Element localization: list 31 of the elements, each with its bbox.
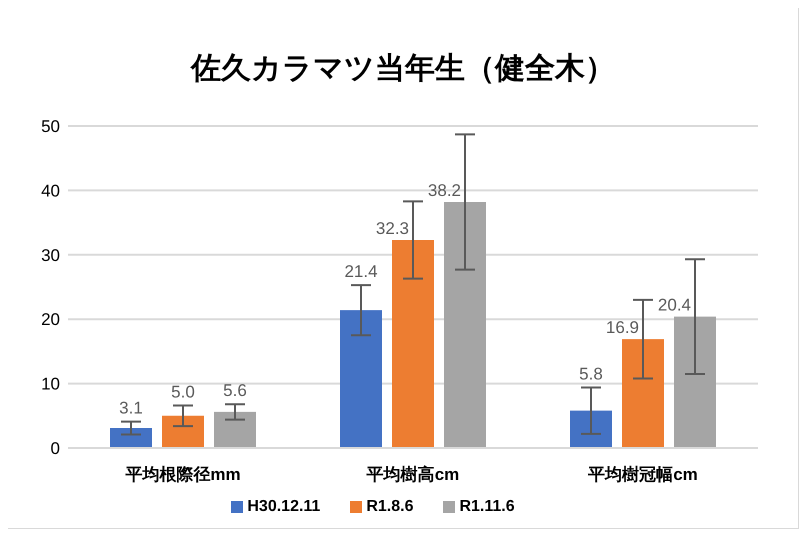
x-tick-label: 平均樹冠幅cm — [587, 465, 698, 484]
bar — [110, 428, 152, 448]
bar — [214, 412, 256, 448]
bar — [622, 339, 664, 448]
x-tick-label: 平均根際径mm — [124, 465, 241, 484]
legend-label: R1.11.6 — [459, 498, 515, 515]
y-tick-label: 30 — [41, 246, 60, 265]
legend-label: R1.8.6 — [366, 498, 414, 515]
bar — [674, 316, 716, 448]
data-label: 20.4 — [658, 296, 691, 315]
data-label: 38.2 — [428, 180, 461, 200]
y-tick-label: 20 — [41, 310, 60, 330]
data-label: 3.1 — [119, 398, 143, 418]
y-tick-label: 50 — [41, 117, 60, 136]
bar — [340, 310, 382, 448]
y-tick-label: 10 — [41, 374, 60, 394]
legend-label: H30.12.11 — [247, 498, 320, 515]
chart-title: 佐久カラマツ当年生（健全木） — [189, 51, 616, 87]
y-tick-label: 0 — [50, 439, 60, 458]
y-tick-label: 40 — [41, 181, 60, 200]
data-label: 5.8 — [579, 364, 603, 384]
bar — [162, 416, 204, 448]
data-label: 5.6 — [223, 381, 247, 400]
bar — [444, 202, 486, 448]
x-tick-label: 平均樹高cm — [366, 465, 460, 484]
data-label: 5.0 — [171, 382, 195, 402]
data-label: 16.9 — [606, 318, 639, 338]
bar — [570, 410, 612, 448]
data-label: 21.4 — [344, 262, 378, 282]
data-label: 32.3 — [376, 218, 409, 238]
bar — [392, 240, 434, 448]
